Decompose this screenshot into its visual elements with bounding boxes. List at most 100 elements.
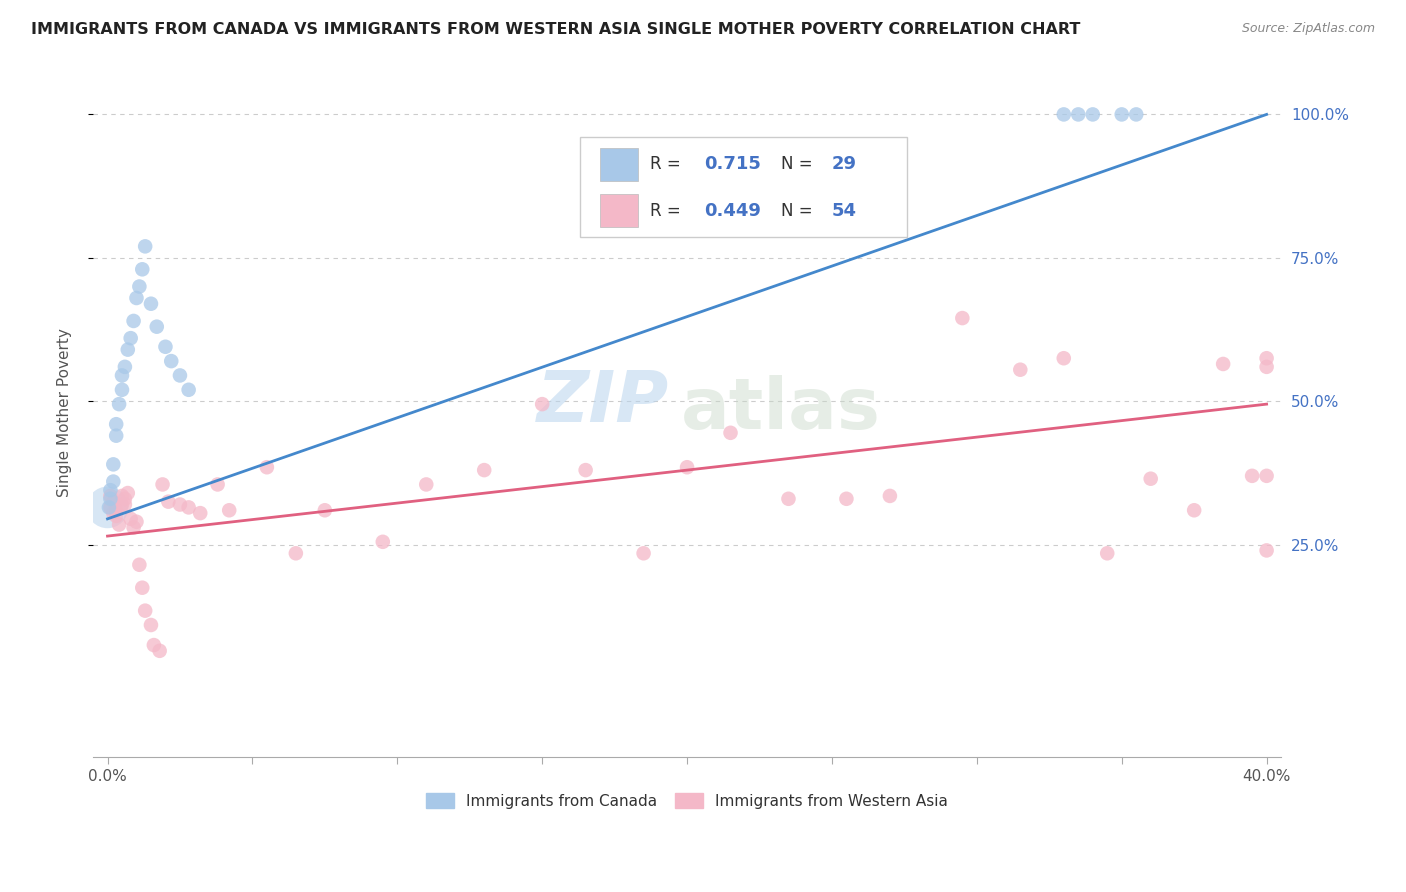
Point [100,491,122,506]
Point [676,460,699,475]
Point [100,500,122,515]
Point [149,644,172,658]
Point [105,417,128,432]
Point [131,262,153,277]
Point [1111,107,1133,121]
Point [111,383,134,397]
Point [139,297,162,311]
Point [835,491,858,506]
Text: N =: N = [780,202,818,219]
Point [1053,351,1076,366]
Text: 0.715: 0.715 [703,155,761,173]
Point [122,520,145,534]
Text: 29: 29 [832,155,858,173]
Point [1139,472,1161,486]
Text: R =: R = [650,202,686,219]
Point [575,463,598,477]
Point [145,319,167,334]
Point [100,483,122,498]
Point [1256,359,1278,374]
Point [103,506,125,520]
Point [1081,107,1104,121]
Point [120,331,142,345]
Point [152,477,174,491]
Point [128,279,150,293]
Point [218,503,240,517]
Point [207,477,229,491]
Point [103,458,125,472]
Point [1212,357,1234,371]
Point [169,368,191,383]
Point [128,558,150,572]
Point [1125,107,1147,121]
Point [108,397,131,411]
Point [114,498,136,512]
Point [879,489,901,503]
Point [139,618,162,632]
Point [472,463,495,477]
Point [122,314,145,328]
Point [134,239,156,253]
Point [1067,107,1090,121]
Point [97,500,120,515]
Text: atlas: atlas [681,375,882,444]
Point [157,494,180,508]
Point [134,604,156,618]
Point [131,581,153,595]
Point [96,500,118,515]
Point [531,397,554,411]
Point [111,368,134,383]
Point [188,506,211,520]
Point [103,475,125,489]
Point [256,460,278,475]
Point [108,517,131,532]
Point [371,534,394,549]
Point [1256,543,1278,558]
Point [1182,503,1205,517]
Y-axis label: Single Mother Poverty: Single Mother Poverty [58,328,72,497]
Point [415,477,437,491]
Point [1097,546,1119,560]
Point [125,515,148,529]
Point [160,354,183,368]
Point [105,428,128,442]
Point [120,512,142,526]
Point [100,489,122,503]
FancyBboxPatch shape [600,147,638,180]
Point [125,291,148,305]
Point [177,500,200,515]
Text: IMMIGRANTS FROM CANADA VS IMMIGRANTS FROM WESTERN ASIA SINGLE MOTHER POVERTY COR: IMMIGRANTS FROM CANADA VS IMMIGRANTS FRO… [31,22,1080,37]
Point [1053,107,1076,121]
Point [284,546,307,560]
Text: 54: 54 [832,202,858,219]
Point [177,383,200,397]
Text: N =: N = [780,155,818,173]
Point [117,486,139,500]
Point [950,311,973,326]
Point [105,508,128,523]
Point [105,503,128,517]
Text: Source: ZipAtlas.com: Source: ZipAtlas.com [1241,22,1375,36]
Point [720,425,742,440]
Point [111,498,134,512]
Point [117,343,139,357]
Point [169,498,191,512]
Point [1241,468,1264,483]
Text: ZIP: ZIP [537,368,669,437]
Point [633,546,655,560]
Point [1010,362,1032,376]
Point [111,489,134,503]
FancyBboxPatch shape [600,194,638,227]
Point [314,503,336,517]
Text: 0.449: 0.449 [703,202,761,219]
Point [778,491,800,506]
Point [1256,351,1278,366]
Text: R =: R = [650,155,686,173]
Point [103,494,125,508]
Legend: Immigrants from Canada, Immigrants from Western Asia: Immigrants from Canada, Immigrants from … [420,787,955,814]
FancyBboxPatch shape [581,137,907,237]
Point [155,340,177,354]
Point [142,638,165,652]
Point [114,491,136,506]
Point [114,359,136,374]
